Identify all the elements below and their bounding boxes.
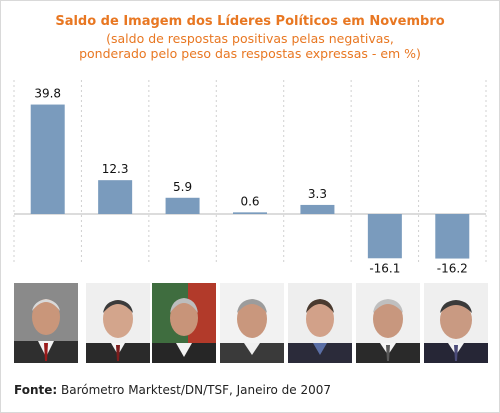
value-label-6: -16.1 [369,261,400,275]
value-label-2: 12.3 [102,162,129,176]
bar-1 [30,104,65,214]
bar-4 [233,212,267,214]
value-label-1: 39.8 [34,87,61,101]
portrait-7 [424,283,488,363]
bar-2 [98,180,133,214]
bar-7 [435,214,470,259]
portrait-3 [152,283,216,363]
source-note: Fonte: Barómetro Marktest/DN/TSF, Janeir… [14,383,331,397]
value-label-3: 5.9 [173,180,192,194]
bar-6 [367,214,402,259]
value-label-4: 0.6 [240,194,259,208]
source-label: Fonte: [14,383,58,397]
value-label-5: 3.3 [308,187,327,201]
portrait-6 [356,283,420,363]
portrait-1 [14,283,78,363]
bar-5 [300,204,335,214]
source-text: Barómetro Marktest/DN/TSF, Janeiro de 20… [61,383,332,397]
bar-3 [165,197,200,214]
portrait-5 [288,283,352,363]
chart-title: Saldo de Imagem dos Líderes Políticos em… [55,14,445,29]
chart-subtitle-line-1: (saldo de respostas positivas pelas nega… [106,31,394,46]
portrait-2 [86,283,150,363]
chart-subtitle-line-2: ponderado pelo peso das respostas expres… [79,46,421,61]
portrait-4 [220,283,284,363]
value-label-7: -16.2 [437,262,468,276]
chart-subtitle: (saldo de respostas positivas pelas nega… [0,31,500,61]
